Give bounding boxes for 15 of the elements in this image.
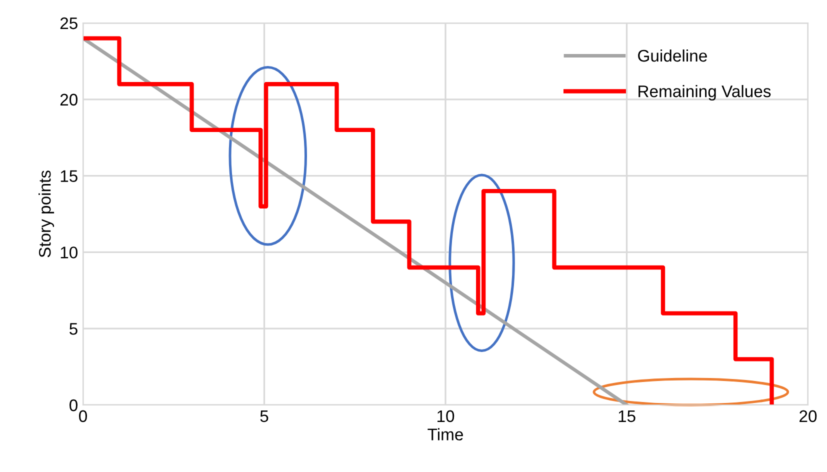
x-tick-label: 10 — [438, 410, 454, 422]
x-axis-title: Time — [428, 428, 463, 440]
x-tick-label: 20 — [800, 410, 817, 422]
y-tick-label: 25 — [60, 17, 78, 30]
x-tick-label: 15 — [618, 410, 636, 422]
y-axis-title: Story points — [38, 170, 54, 258]
y-tick-label: 0 — [70, 399, 78, 412]
y-tick-label: 15 — [60, 170, 78, 182]
legend-label: Remaining Values — [638, 84, 771, 101]
legend-label: Guideline — [638, 49, 707, 62]
x-tick-label: 5 — [260, 410, 268, 422]
y-tick-label: 10 — [60, 246, 78, 258]
y-tick-label: 20 — [60, 94, 78, 106]
y-tick-label: 5 — [70, 323, 78, 335]
x-tick-label: 0 — [79, 410, 87, 422]
